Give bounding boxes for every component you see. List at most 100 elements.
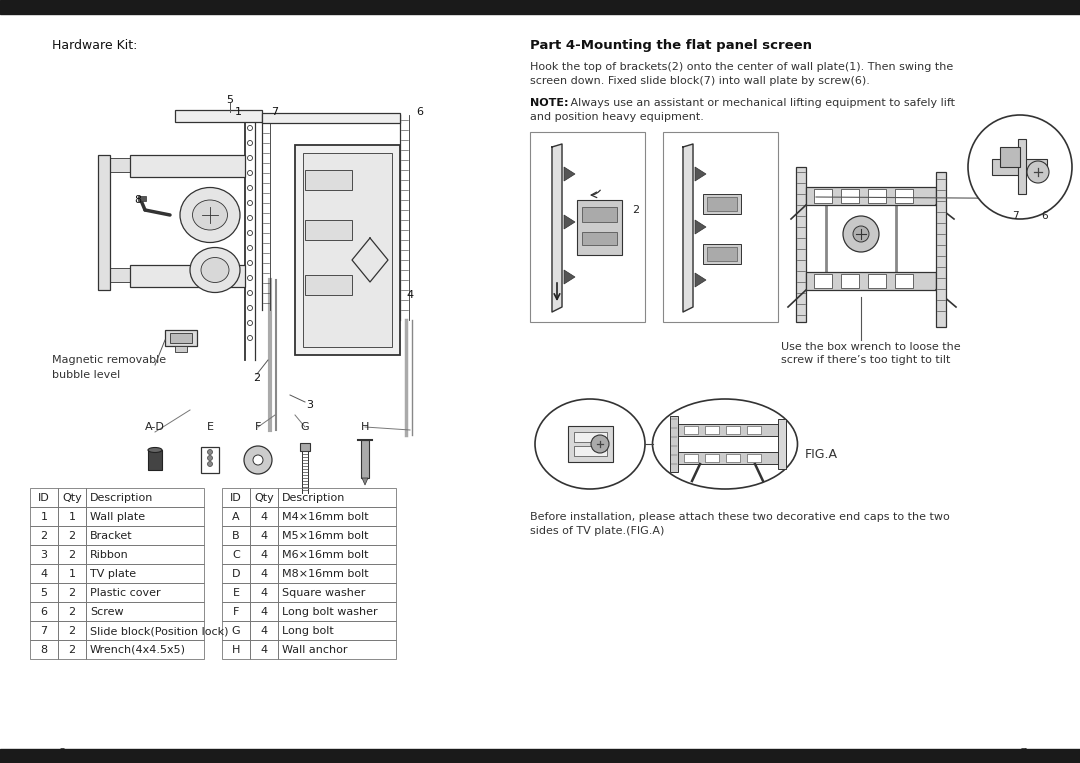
Text: bubble level: bubble level <box>52 370 120 380</box>
Polygon shape <box>683 144 693 312</box>
Bar <box>30 564 58 583</box>
Bar <box>30 583 58 602</box>
Text: Hardware Kit:: Hardware Kit: <box>52 39 137 52</box>
Text: Qty: Qty <box>254 493 274 503</box>
Text: 6: 6 <box>41 607 48 617</box>
Bar <box>747 426 761 434</box>
Text: G: G <box>232 626 241 636</box>
Text: A: A <box>232 512 240 522</box>
Circle shape <box>244 446 272 474</box>
Bar <box>30 545 58 564</box>
Text: Qty: Qty <box>63 493 82 503</box>
Bar <box>747 454 761 462</box>
Text: FIG.A: FIG.A <box>805 448 838 461</box>
Bar <box>222 621 249 640</box>
Bar <box>278 488 396 507</box>
Bar <box>58 507 86 526</box>
Bar <box>778 419 786 469</box>
Bar <box>703 244 741 264</box>
Text: NOTE:: NOTE: <box>530 98 568 108</box>
Text: TV plate: TV plate <box>90 569 136 579</box>
Text: M5×16mm bolt: M5×16mm bolt <box>282 531 368 541</box>
Text: 4: 4 <box>260 607 268 617</box>
Text: M8×16mm bolt: M8×16mm bolt <box>282 569 368 579</box>
Text: Always use an assistant or mechanical lifting equipment to safely lift: Always use an assistant or mechanical li… <box>567 98 955 108</box>
Circle shape <box>207 456 213 461</box>
Bar <box>684 454 698 462</box>
Text: sides of TV plate.(FIG.A): sides of TV plate.(FIG.A) <box>530 526 664 536</box>
Bar <box>86 583 204 602</box>
Bar <box>262 113 400 123</box>
Bar <box>841 189 859 203</box>
Bar <box>678 424 778 436</box>
Bar <box>814 274 832 288</box>
Bar <box>222 640 249 659</box>
Bar <box>249 526 278 545</box>
Bar <box>30 640 58 659</box>
Text: 4: 4 <box>260 550 268 560</box>
Bar <box>573 432 607 442</box>
Bar <box>295 145 400 355</box>
Bar <box>703 194 741 214</box>
Text: F: F <box>255 422 261 432</box>
Bar <box>175 346 187 352</box>
Text: 7: 7 <box>271 107 279 117</box>
Polygon shape <box>564 270 575 284</box>
Ellipse shape <box>192 200 228 230</box>
Bar <box>936 172 946 327</box>
Bar <box>249 640 278 659</box>
Text: 7: 7 <box>40 626 48 636</box>
Circle shape <box>843 216 879 252</box>
Text: 2: 2 <box>68 550 76 560</box>
Bar <box>278 602 396 621</box>
Bar <box>895 189 913 203</box>
Text: M4×16mm bolt: M4×16mm bolt <box>282 512 368 522</box>
Polygon shape <box>696 273 706 287</box>
Bar <box>684 426 698 434</box>
Text: ID: ID <box>38 493 50 503</box>
Text: 4: 4 <box>40 569 48 579</box>
Bar <box>222 545 249 564</box>
Text: Screw: Screw <box>90 607 123 617</box>
Text: 3: 3 <box>41 550 48 560</box>
Bar <box>678 452 778 464</box>
Ellipse shape <box>148 448 162 452</box>
Text: 2: 2 <box>68 607 76 617</box>
Text: and position heavy equipment.: and position heavy equipment. <box>530 112 704 122</box>
Text: 1: 1 <box>68 569 76 579</box>
Text: 4: 4 <box>260 531 268 541</box>
Circle shape <box>1027 161 1049 183</box>
Bar <box>165 330 197 346</box>
Bar <box>0 749 1080 763</box>
Bar <box>707 247 737 261</box>
Bar <box>577 200 622 255</box>
Bar <box>814 189 832 203</box>
Bar <box>663 132 778 322</box>
Text: 4: 4 <box>406 290 414 300</box>
Text: H: H <box>232 645 240 655</box>
Bar <box>705 426 719 434</box>
Ellipse shape <box>652 399 797 489</box>
Bar <box>58 545 86 564</box>
Bar <box>278 545 396 564</box>
Text: 4: 4 <box>260 512 268 522</box>
Bar <box>895 274 913 288</box>
Bar <box>305 275 352 295</box>
Text: 1: 1 <box>234 107 242 117</box>
Bar <box>278 526 396 545</box>
Bar <box>58 526 86 545</box>
Bar <box>278 583 396 602</box>
Bar <box>30 602 58 621</box>
Bar <box>86 564 204 583</box>
Text: 5: 5 <box>41 588 48 598</box>
Bar <box>278 507 396 526</box>
Bar <box>530 132 645 322</box>
Bar <box>582 232 617 245</box>
Bar <box>796 167 806 322</box>
Bar <box>98 155 110 290</box>
Text: Wall anchor: Wall anchor <box>282 645 348 655</box>
Polygon shape <box>552 144 562 312</box>
Bar <box>249 564 278 583</box>
Text: C: C <box>232 550 240 560</box>
Text: 8: 8 <box>134 195 141 205</box>
